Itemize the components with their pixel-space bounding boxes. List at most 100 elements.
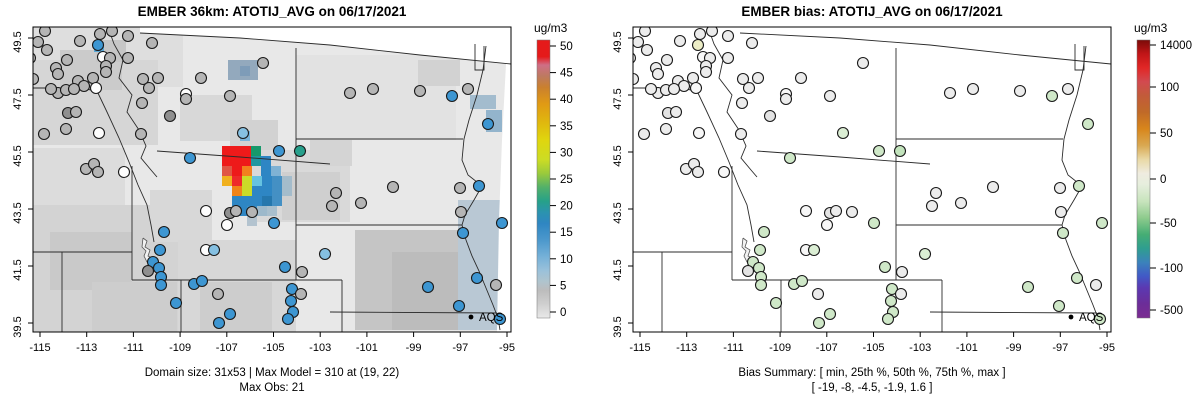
colorbar-tick-label: 30 xyxy=(560,147,573,159)
aqs-monitor-point xyxy=(651,67,665,81)
map-boundary-line xyxy=(1074,44,1085,71)
left-caption-line1: Domain size: 31x53 | Max Model = 310 at … xyxy=(145,367,400,379)
right-panel-title: EMBER bias: ATOTIJ_AVG on 06/17/2021 xyxy=(741,4,1003,19)
aqs-monitor-point xyxy=(638,27,652,38)
aqs-monitor-point xyxy=(925,199,939,213)
raster-cell xyxy=(418,60,460,86)
aqs-monitor-point xyxy=(686,71,700,85)
aqs-monitor-point xyxy=(495,216,509,230)
aqs-monitor-point xyxy=(1013,84,1027,98)
aqs-monitor-point xyxy=(751,71,765,85)
aqs-monitor-point xyxy=(38,27,52,38)
aqs-monitor-point xyxy=(195,274,209,288)
aqs-monitor-point xyxy=(33,35,45,49)
aqs-monitor-point xyxy=(456,226,470,240)
raster-cell xyxy=(222,176,232,186)
colorbar xyxy=(536,39,551,319)
aqs-monitor-point xyxy=(135,96,149,110)
raster-cell xyxy=(251,156,261,166)
aqs-monitor-point xyxy=(169,296,183,310)
aqs-monitor-point xyxy=(633,52,637,64)
colorbar-tick-label: 5 xyxy=(560,280,566,292)
aqs-monitor-point xyxy=(91,38,105,52)
aqs-monitor-point xyxy=(667,82,681,96)
panel-bias: -115 -113 -111 -109 -107 -105 -103 -101 -99 -97 -9… xyxy=(612,26,1192,354)
aqs-monitor-point xyxy=(986,180,1000,194)
aqs-monitor-point xyxy=(278,260,292,274)
map-boundary-line xyxy=(461,45,487,226)
map-boundary-line xyxy=(696,90,755,243)
raster-cell xyxy=(257,206,267,216)
raster-cell xyxy=(271,166,281,176)
aqs-monitor-point xyxy=(452,299,466,313)
y-tick-label: 39.5 xyxy=(12,316,24,337)
colorbar-tick-label: 45 xyxy=(560,68,573,80)
aqs-monitor-point xyxy=(637,127,651,141)
aqs-monitor-point xyxy=(893,144,907,158)
colorbar-tick-label: 0 xyxy=(560,307,566,319)
aqs-monitor-point xyxy=(894,287,908,301)
aqs-monitor-point xyxy=(318,247,332,261)
aqs-monitor-point xyxy=(741,264,755,278)
map-area xyxy=(633,27,1111,332)
y-tick-label: 41.5 xyxy=(12,259,24,280)
x-tick-label: -99 xyxy=(406,342,422,354)
aqs-monitor-point xyxy=(117,165,131,179)
aqs-monitor-point xyxy=(91,165,105,179)
raster-cell xyxy=(232,196,242,206)
aqs-monitor-point xyxy=(669,105,683,119)
aqs-monitor-point xyxy=(878,260,892,274)
map-boundary-line xyxy=(474,44,485,71)
x-tick-label: -109 xyxy=(769,342,791,354)
aqs-monitor-point xyxy=(734,127,748,141)
aqs-monitor-point xyxy=(807,243,821,257)
x-tick-label: -107 xyxy=(816,342,838,354)
colorbar-tick-label: 20 xyxy=(560,201,573,213)
raster-cell xyxy=(242,166,252,176)
aqs-monitor-point xyxy=(220,218,234,232)
raster-cell xyxy=(272,186,282,196)
aqs-monitor-point xyxy=(845,205,859,219)
aqs-monitor-point xyxy=(37,127,51,141)
y-tick-label: 47.5 xyxy=(12,88,24,109)
aqs-monitor-point xyxy=(633,72,640,86)
colorbar-tick-label: 15 xyxy=(560,227,573,239)
aqs-monitor-point xyxy=(820,218,834,232)
left-colorbar-units-label: ug/m3 xyxy=(534,21,568,35)
aqs-monitor-point xyxy=(281,312,295,326)
x-tick-label: -101 xyxy=(956,342,978,354)
colorbar-tick-label: 10 xyxy=(560,254,573,266)
x-tick-label: -115 xyxy=(29,342,50,354)
aqs-monitor-point xyxy=(121,51,135,65)
map-boundary-line xyxy=(707,27,758,178)
aqs-monitor-point xyxy=(1052,299,1066,313)
aqs-monitor-point xyxy=(769,296,783,310)
aqs-monitor-point xyxy=(223,307,237,321)
aqs-monitor-point xyxy=(660,53,674,67)
raster-cell xyxy=(251,146,261,156)
aqs-monitor-point xyxy=(89,81,103,95)
colorbar xyxy=(1136,39,1151,319)
raster-cell xyxy=(267,206,277,216)
raster-cell xyxy=(272,176,282,186)
aqs-monitor-point xyxy=(1081,117,1095,131)
aqs-monitor-point xyxy=(295,265,309,279)
aqs-monitor-point xyxy=(77,79,91,93)
aqs-legend-dot xyxy=(1068,314,1074,320)
aqs-monitor-point xyxy=(223,89,237,103)
aqs-monitor-point xyxy=(67,82,81,96)
raster-cell xyxy=(242,176,252,186)
aqs-monitor-point xyxy=(705,27,719,38)
aqs-monitor-point xyxy=(644,82,658,96)
raster-cell xyxy=(252,186,262,196)
aqs-monitor-point xyxy=(157,225,171,239)
x-tick-label: -99 xyxy=(1006,342,1022,354)
aqs-monitor-point xyxy=(799,204,813,218)
colorbar-tick-label: -50 xyxy=(1160,218,1177,230)
aqs-monitor-point xyxy=(256,56,270,70)
y-tick-label: 39.5 xyxy=(612,316,624,337)
plot-frame xyxy=(32,26,512,333)
raster-cell xyxy=(50,232,132,290)
aqs-monitor-point xyxy=(691,38,705,52)
y-tick-label: 49.5 xyxy=(612,31,624,52)
